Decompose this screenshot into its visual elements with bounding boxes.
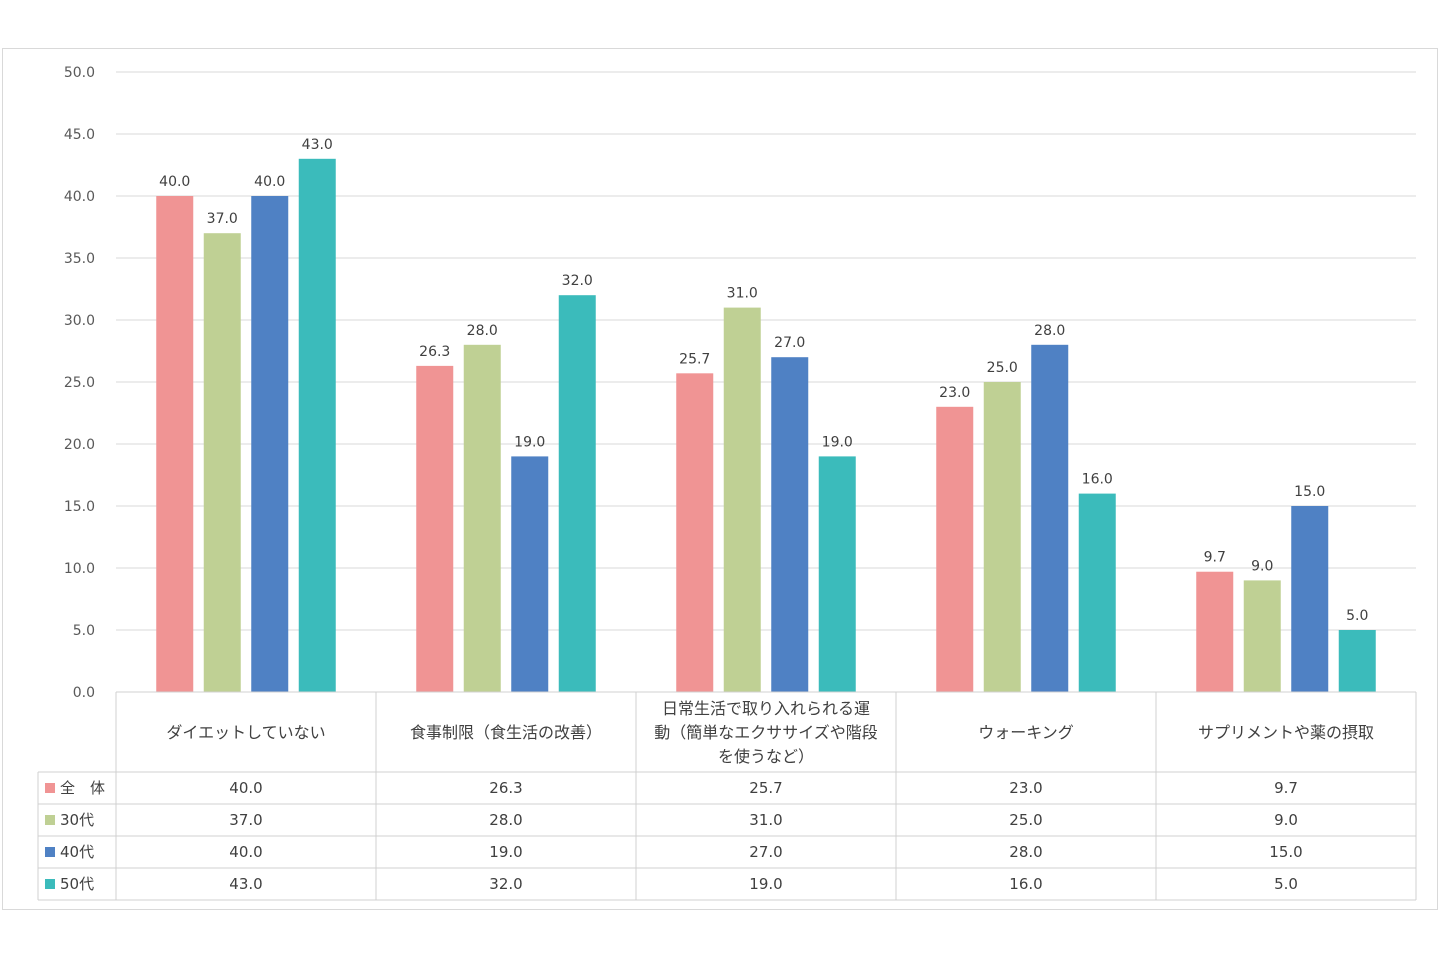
table-value-cell: 16.0 — [1009, 875, 1042, 893]
y-tick-label: 10.0 — [64, 561, 95, 577]
table-value-cell: 37.0 — [229, 811, 262, 829]
table-value-cell: 28.0 — [1009, 843, 1042, 861]
table-value-cell: 9.0 — [1274, 811, 1298, 829]
data-label: 37.0 — [207, 211, 238, 227]
bar — [251, 196, 289, 692]
bar — [1338, 630, 1376, 692]
table-value-cell: 9.7 — [1274, 779, 1298, 797]
legend-series-name: 40代 — [60, 843, 94, 861]
data-label: 26.3 — [419, 344, 450, 360]
y-tick-label: 30.0 — [64, 313, 95, 329]
data-label: 25.0 — [987, 360, 1018, 376]
bar — [298, 158, 336, 693]
table-value-cell: 19.0 — [489, 843, 522, 861]
chart-frame — [2, 48, 1438, 910]
x-category-label: サプリメントや薬の摂取 — [1198, 723, 1374, 742]
table-value-cell: 28.0 — [489, 811, 522, 829]
bar — [983, 382, 1021, 692]
bar — [203, 233, 241, 692]
data-label: 5.0 — [1346, 608, 1368, 624]
y-tick-label: 40.0 — [64, 189, 95, 205]
data-label: 16.0 — [1082, 472, 1113, 488]
bar — [1243, 580, 1281, 692]
y-tick-label: 0.0 — [73, 685, 95, 701]
data-label: 32.0 — [562, 273, 593, 289]
data-label: 40.0 — [159, 174, 190, 190]
table-value-cell: 15.0 — [1269, 843, 1302, 861]
bar — [156, 196, 194, 692]
table-value-cell: 40.0 — [229, 843, 262, 861]
data-label: 23.0 — [939, 385, 970, 401]
data-label: 19.0 — [822, 434, 853, 450]
legend-swatch — [45, 783, 55, 793]
bar — [511, 456, 549, 692]
data-label: 9.7 — [1204, 550, 1226, 566]
data-label: 28.0 — [467, 323, 498, 339]
bar — [1031, 344, 1069, 692]
x-category-label: を使うなど） — [718, 747, 814, 766]
y-tick-label: 5.0 — [73, 623, 95, 639]
data-label: 27.0 — [774, 335, 805, 351]
table-value-cell: 23.0 — [1009, 779, 1042, 797]
y-tick-label: 45.0 — [64, 127, 95, 143]
x-category-label: 動（簡単なエクササイズや階段 — [654, 723, 878, 742]
bar — [936, 406, 974, 692]
table-value-cell: 25.7 — [749, 779, 782, 797]
legend-swatch — [45, 879, 55, 889]
bar — [463, 344, 501, 692]
bar — [723, 307, 761, 692]
table-value-cell: 31.0 — [749, 811, 782, 829]
x-category-label: 食事制限（食生活の改善） — [410, 723, 602, 742]
table-value-cell: 43.0 — [229, 875, 262, 893]
table-value-cell: 25.0 — [1009, 811, 1042, 829]
y-tick-label: 25.0 — [64, 375, 95, 391]
bar — [676, 373, 714, 692]
bar — [818, 456, 856, 692]
legend-swatch — [45, 847, 55, 857]
data-label: 40.0 — [254, 174, 285, 190]
data-table: ダイエットしていない 食事制限（食生活の改善） 日常生活で取り入れられる運動（簡単な… — [37, 691, 1417, 901]
bars — [156, 158, 1376, 693]
bar — [1196, 571, 1234, 692]
data-label: 9.0 — [1251, 558, 1273, 574]
bar — [1078, 493, 1116, 692]
data-label: 43.0 — [302, 137, 333, 153]
legend-swatch — [45, 815, 55, 825]
y-tick-label: 20.0 — [64, 437, 95, 453]
legend-series-name: 50代 — [60, 875, 94, 893]
y-axis-ticks: 0.0 5.0 10.0 15.0 20.0 25.0 30.0 35.0 40.0 45.0 50… — [64, 65, 95, 701]
y-tick-label: 50.0 — [64, 65, 95, 81]
x-category-label: ウォーキング — [978, 723, 1074, 742]
bar — [771, 357, 809, 692]
y-tick-label: 35.0 — [64, 251, 95, 267]
table-value-cell: 32.0 — [489, 875, 522, 893]
legend-series-name: 30代 — [60, 811, 94, 829]
table-value-cell: 27.0 — [749, 843, 782, 861]
data-labels: 40.0 26.3 25.7 23.0 9.7 37.0 28.0 31.0 25.0 9.0 40… — [159, 137, 1368, 624]
data-label: 19.0 — [514, 434, 545, 450]
data-label: 31.0 — [727, 286, 758, 302]
data-label: 25.7 — [679, 351, 710, 367]
data-label: 28.0 — [1034, 323, 1065, 339]
data-label: 15.0 — [1294, 484, 1325, 500]
y-tick-label: 15.0 — [64, 499, 95, 515]
legend-series-name: 全 体 — [60, 779, 105, 797]
table-value-cell: 26.3 — [489, 779, 522, 797]
table-value-cell: 5.0 — [1274, 875, 1298, 893]
bar — [1291, 506, 1329, 692]
x-category-label: 日常生活で取り入れられる運 — [662, 699, 870, 718]
bar — [416, 365, 454, 692]
table-value-cell: 19.0 — [749, 875, 782, 893]
table-value-cell: 40.0 — [229, 779, 262, 797]
bar — [558, 295, 596, 692]
x-category-label: ダイエットしていない — [166, 723, 325, 742]
